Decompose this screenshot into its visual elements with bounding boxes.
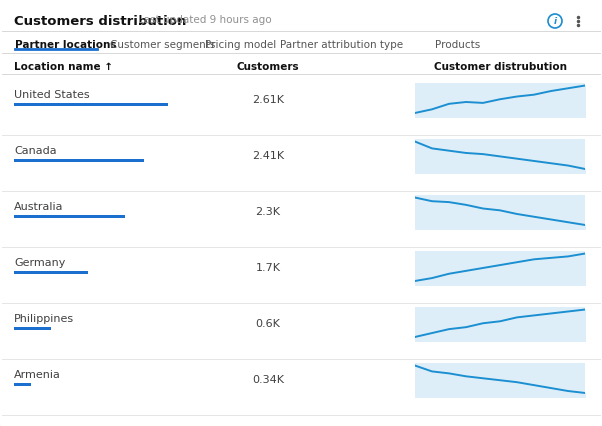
Text: 2.41K: 2.41K xyxy=(252,150,284,160)
Bar xyxy=(14,104,167,107)
Bar xyxy=(14,271,88,274)
Text: 1.7K: 1.7K xyxy=(255,262,281,272)
Text: Last updated 9 hours ago: Last updated 9 hours ago xyxy=(138,15,272,25)
Text: Customer segments: Customer segments xyxy=(110,40,216,50)
Text: Customers distribution: Customers distribution xyxy=(14,15,187,28)
Text: Canada: Canada xyxy=(14,146,57,155)
Text: 2.3K: 2.3K xyxy=(255,206,281,216)
Text: i: i xyxy=(553,17,557,26)
Text: Customer distrubution: Customer distrubution xyxy=(433,62,566,72)
Text: Armenia: Armenia xyxy=(14,369,61,379)
Text: Germany: Germany xyxy=(14,257,66,268)
Text: Australia: Australia xyxy=(14,201,63,211)
Text: Location name ↑: Location name ↑ xyxy=(14,62,113,72)
Bar xyxy=(14,327,51,330)
Text: 2.61K: 2.61K xyxy=(252,95,284,104)
Text: 0.34K: 0.34K xyxy=(252,374,284,384)
Text: Partner attribution type: Partner attribution type xyxy=(280,40,403,50)
Text: Philippines: Philippines xyxy=(14,313,74,323)
Bar xyxy=(14,383,31,386)
Text: United States: United States xyxy=(14,90,90,100)
Text: Partner locations: Partner locations xyxy=(15,40,117,50)
Text: Products: Products xyxy=(435,40,480,50)
Text: Customers: Customers xyxy=(237,62,299,72)
Text: Pricing model: Pricing model xyxy=(205,40,276,50)
Text: 0.6K: 0.6K xyxy=(256,318,281,328)
Bar xyxy=(14,160,143,163)
Bar xyxy=(14,216,125,219)
